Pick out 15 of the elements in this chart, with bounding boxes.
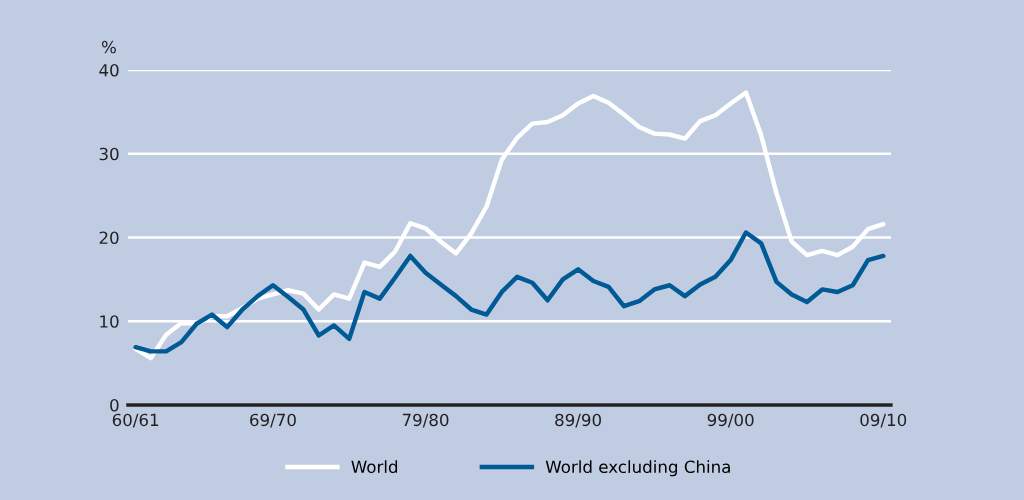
y-axis-title: %	[101, 40, 116, 54]
x-tick-label: 69/70	[250, 413, 296, 428]
y-tick-label: 0	[110, 398, 119, 412]
y-tick-label: 20	[99, 231, 119, 245]
x-tick-label: 99/00	[707, 413, 754, 428]
y-tick-label: 10	[100, 315, 119, 328]
x-tick-label: 09/10	[860, 413, 907, 428]
y-tick-label: 40	[99, 63, 119, 77]
line-series	[133, 230, 886, 354]
x-tick-label: 89/90	[555, 413, 602, 428]
legend-label: World	[351, 460, 398, 474]
x-tick-label: 79/80	[402, 413, 449, 428]
y-tick-label: 30	[99, 147, 119, 161]
x-tick-label: 60/61	[112, 413, 159, 428]
legend-label: World excluding China	[545, 460, 730, 477]
